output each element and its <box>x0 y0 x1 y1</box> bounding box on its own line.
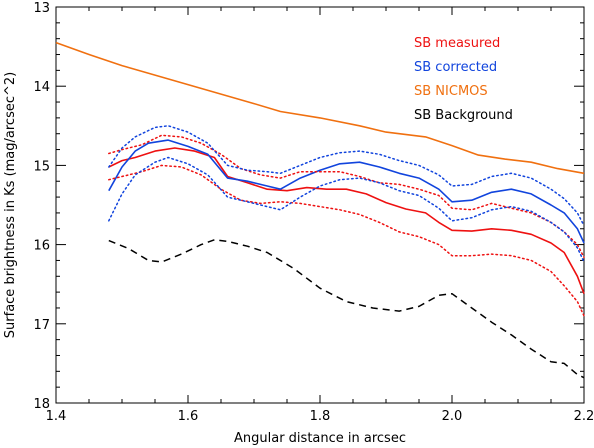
y-tick-label: 15 <box>33 159 50 174</box>
legend-entry: SB measured <box>414 36 500 51</box>
plot-frame <box>55 6 585 404</box>
series-line-sb-nicmos <box>55 41 585 175</box>
legend-entry: SB Background <box>414 108 513 123</box>
series-line-sb-background <box>108 239 585 379</box>
series-layer <box>55 41 585 379</box>
y-tick-label: 17 <box>33 318 50 333</box>
x-tick-label: 1.4 <box>46 409 67 424</box>
y-tick-label: 16 <box>33 239 50 254</box>
x-tick-label: 2.0 <box>442 409 463 424</box>
series-line-error-bound-5 <box>108 156 585 263</box>
x-tick-label: 1.6 <box>178 409 199 424</box>
series-line-error-bound-2 <box>108 134 585 259</box>
x-axis-label: Angular distance in arcsec <box>234 431 406 446</box>
axis-ticks: 1.4 1.6 1.8 2.0 2.2 13 14 15 16 17 18 <box>33 1 594 424</box>
series-line-error-bound-3 <box>108 164 585 317</box>
y-tick-label: 13 <box>33 1 50 16</box>
series-line-sb-measured <box>108 147 585 294</box>
y-tick-label: 14 <box>33 80 50 95</box>
legend-entry: SB corrected <box>414 60 497 75</box>
legend-entry: SB NICMOS <box>414 84 488 99</box>
legend: SB measured SB corrected SB NICMOS SB Backg… <box>414 36 513 123</box>
y-axis-label: Surface brightness in Ks (mag/arcsec^2) <box>3 72 18 338</box>
y-tick-label: 18 <box>33 397 50 412</box>
series-line-error-bound-4 <box>108 125 585 227</box>
x-tick-label: 2.2 <box>574 409 594 424</box>
x-tick-label: 1.8 <box>310 409 331 424</box>
series-line-sb-corrected <box>108 139 585 244</box>
